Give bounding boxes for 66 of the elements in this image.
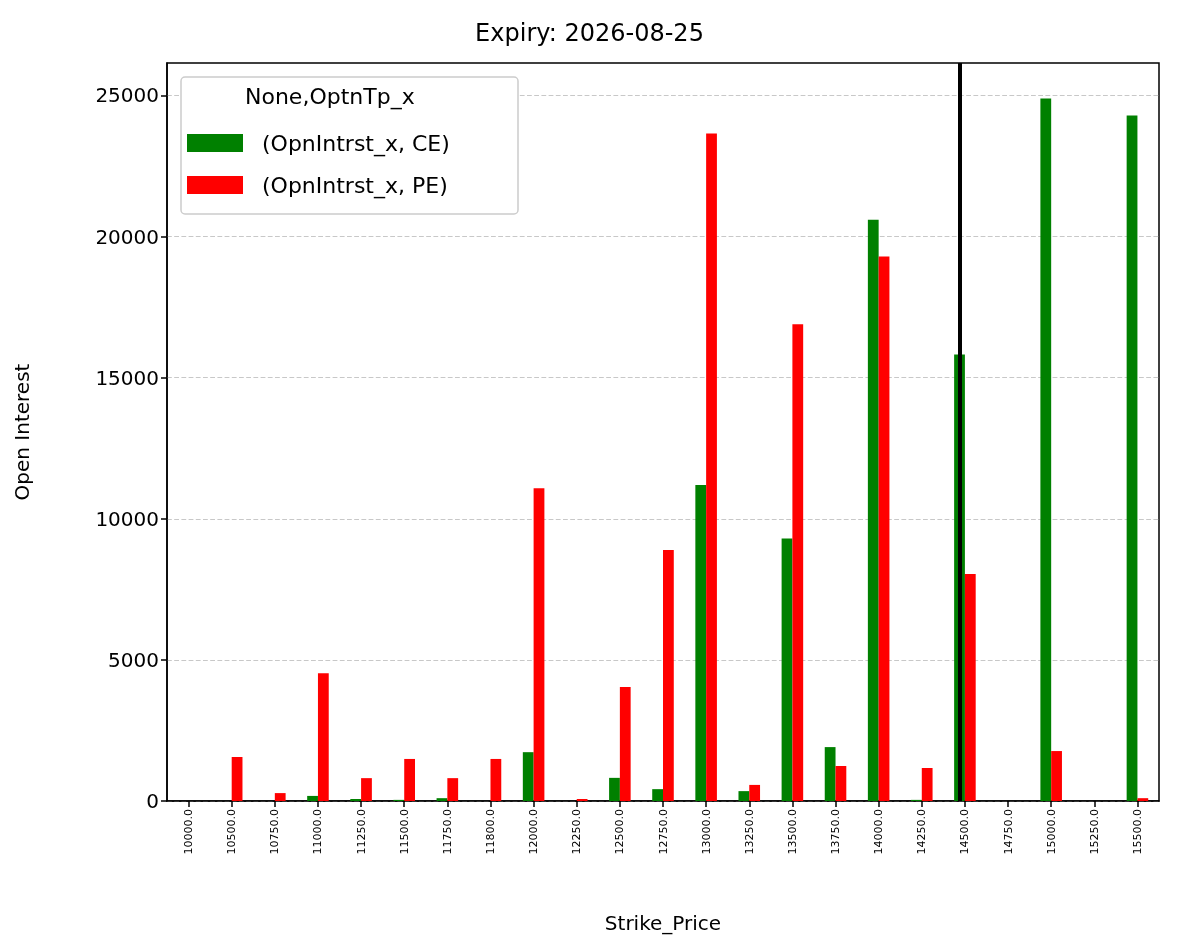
x-tick-label: 13000.0 — [699, 809, 713, 855]
bar — [964, 574, 976, 801]
bar — [878, 256, 890, 801]
bar — [317, 673, 329, 801]
bar — [663, 550, 674, 801]
x-tick-label: 14500.0 — [958, 809, 972, 855]
x-tick-label: 11800.0 — [483, 809, 497, 855]
bar — [749, 784, 761, 801]
x-tick-label: 13250.0 — [742, 809, 756, 855]
bar — [361, 778, 372, 801]
y-tick-label: 10000 — [95, 506, 159, 531]
bar — [781, 538, 793, 801]
bar — [609, 777, 620, 801]
bar — [231, 756, 243, 801]
x-tick-label: 14250.0 — [915, 809, 929, 855]
legend-label: (OpnIntrst_x, CE) — [262, 130, 450, 157]
bar — [522, 752, 534, 801]
bar — [921, 767, 933, 801]
x-tick-label: 12000.0 — [527, 809, 541, 855]
bar — [792, 324, 804, 801]
legend-title: None,OptnTp_x — [245, 83, 415, 110]
y-tick-label: 20000 — [95, 224, 159, 249]
x-tick-label: 11750.0 — [440, 809, 454, 855]
x-tick-label: 14750.0 — [1001, 809, 1015, 855]
bar — [447, 778, 459, 801]
y-tick-label: 5000 — [108, 647, 159, 672]
legend-label: (OpnIntrst_x, PE) — [262, 172, 448, 199]
y-tick-label: 15000 — [95, 365, 159, 390]
x-tick-label: 11000.0 — [311, 809, 325, 855]
x-tick-label: 13750.0 — [829, 809, 843, 855]
chart-title: Expiry: 2026-08-25 — [475, 19, 704, 47]
bar — [404, 758, 415, 801]
x-tick-label: 10000.0 — [182, 809, 196, 855]
x-tick-label: 15250.0 — [1087, 809, 1101, 855]
x-tick-label: 14000.0 — [872, 809, 886, 855]
bar — [824, 747, 836, 801]
bar — [490, 758, 502, 801]
bar — [307, 795, 318, 801]
bar — [274, 793, 286, 801]
x-tick-label: 11500.0 — [397, 809, 411, 855]
x-tick-label: 10500.0 — [225, 809, 239, 855]
x-tick-label: 15500.0 — [1130, 809, 1144, 855]
bar — [695, 484, 707, 801]
y-tick-label: 0 — [146, 789, 159, 813]
bar — [436, 798, 448, 801]
bar — [533, 488, 545, 801]
x-tick-label: 11250.0 — [354, 809, 368, 855]
bar — [619, 686, 631, 801]
x-axis-title: Strike_Price — [604, 911, 722, 935]
bar — [706, 133, 717, 801]
bar — [652, 789, 663, 801]
bar — [1051, 751, 1062, 801]
x-tick-label: 12750.0 — [656, 809, 670, 855]
x-tick-label: 12250.0 — [570, 809, 584, 855]
bar — [835, 766, 847, 801]
bar — [1137, 798, 1149, 801]
y-tick-label: 25000 — [95, 83, 159, 108]
x-tick-label: 10750.0 — [268, 809, 282, 855]
x-tick-label: 15000.0 — [1044, 809, 1058, 855]
y-axis-title: Open Interest — [10, 363, 34, 501]
bar — [867, 219, 879, 801]
bar — [738, 791, 750, 801]
x-tick-label: 12500.0 — [613, 809, 627, 855]
bar — [1126, 115, 1138, 801]
x-tick-label: 13500.0 — [785, 809, 799, 855]
bar — [1040, 98, 1052, 801]
